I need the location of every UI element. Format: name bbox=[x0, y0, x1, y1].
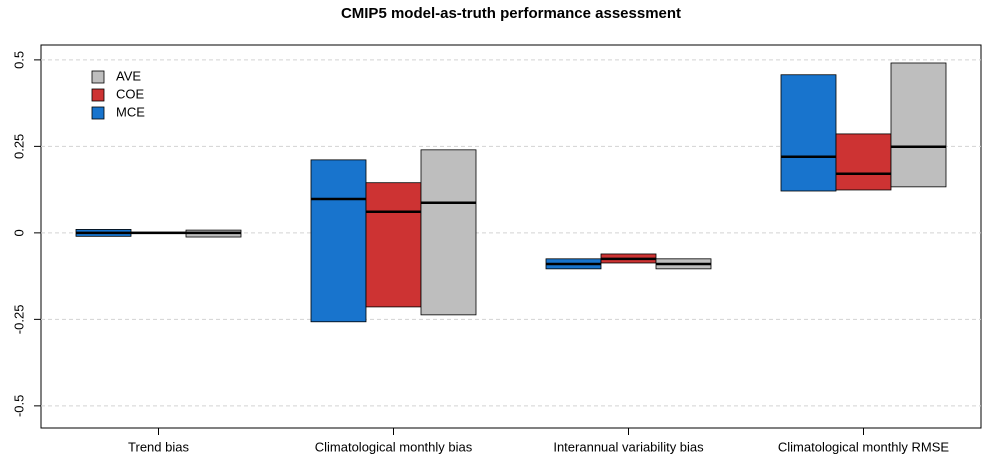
legend-swatch bbox=[91, 88, 105, 102]
range-bar bbox=[890, 62, 947, 188]
range-bar bbox=[310, 159, 367, 323]
x-tick-label: Interannual variability bias bbox=[553, 439, 704, 454]
range-bar bbox=[420, 149, 477, 316]
y-tick-label: 0 bbox=[11, 229, 26, 236]
x-tick-label: Climatological monthly bias bbox=[315, 439, 473, 454]
range-bar bbox=[835, 133, 892, 191]
plot-frame bbox=[40, 44, 982, 429]
legend-label: COE bbox=[116, 86, 145, 101]
y-tick-label: 0.5 bbox=[11, 51, 26, 69]
range-bar bbox=[780, 74, 837, 192]
legend-swatch bbox=[91, 106, 105, 120]
range-bar bbox=[365, 182, 422, 308]
x-tick-label: Climatological monthly RMSE bbox=[778, 439, 950, 454]
y-tick-label: 0.25 bbox=[11, 134, 26, 159]
y-tick-label: -0.5 bbox=[11, 395, 26, 417]
chart-title: CMIP5 model-as-truth performance assessm… bbox=[341, 5, 681, 22]
y-tick-label: -0.25 bbox=[11, 305, 26, 335]
legend-label: AVE bbox=[116, 68, 141, 83]
x-tick-label: Trend bias bbox=[128, 439, 189, 454]
legend-swatch bbox=[91, 70, 105, 84]
legend-label: MCE bbox=[116, 104, 145, 119]
